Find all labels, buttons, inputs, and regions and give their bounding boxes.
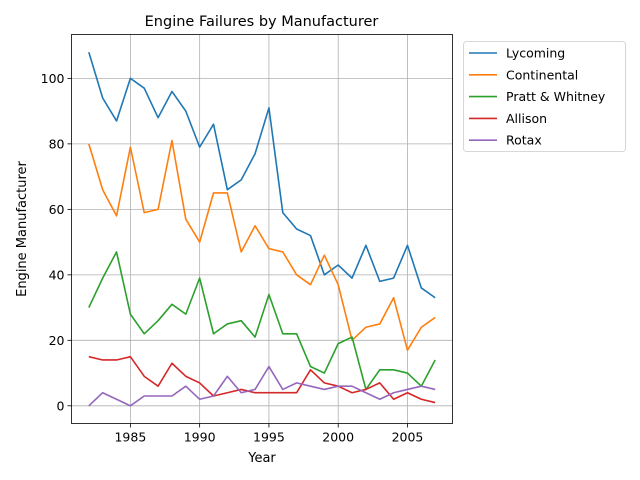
x-axis-ticks: 1985 1990 1995 2000 2005 [114, 423, 424, 445]
x-tick-label: 2005 [392, 430, 424, 445]
x-tick-label: 1985 [114, 430, 146, 445]
series-line-allison [88, 355, 436, 404]
y-tick-label: 40 [49, 267, 65, 282]
series-line-pratt-whitney [88, 251, 436, 391]
legend-label-continental: Continental [506, 67, 578, 82]
legend: Lycoming Continental Pratt & Whitney Alliso… [463, 41, 626, 152]
legend-label-rotax: Rotax [506, 133, 542, 148]
grid [71, 34, 453, 424]
x-tick-label: 2000 [322, 430, 354, 445]
y-axis-ticks: 0 20 40 60 80 100 [41, 71, 72, 413]
series-line-rotax [88, 365, 436, 407]
series-line-continental [88, 139, 436, 351]
y-axis-label: Engine Manufacturer [15, 160, 30, 296]
legend-label-pratt-whitney: Pratt & Whitney [506, 89, 606, 104]
series-layer [88, 51, 436, 407]
plot-frame [71, 34, 453, 424]
y-tick-label: 20 [49, 333, 65, 348]
legend-label-allison: Allison [506, 111, 547, 126]
chart-title: Engine Failures by Manufacturer [145, 14, 379, 30]
y-tick-label: 60 [49, 202, 65, 217]
series-line-lycoming [88, 51, 436, 299]
x-tick-label: 1990 [184, 430, 216, 445]
legend-label-lycoming: Lycoming [506, 46, 565, 61]
y-tick-label: 80 [49, 136, 65, 151]
y-tick-label: 0 [57, 398, 65, 413]
legend-box [463, 41, 626, 152]
x-tick-label: 1995 [253, 430, 285, 445]
x-axis-label: Year [247, 451, 276, 466]
y-tick-label: 100 [41, 71, 65, 86]
